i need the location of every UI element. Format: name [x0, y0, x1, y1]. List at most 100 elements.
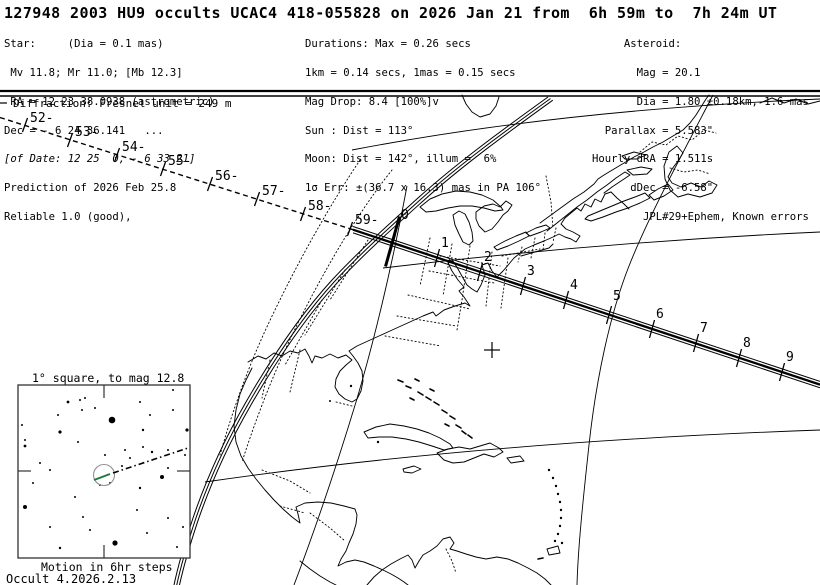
inset-stars: [21, 389, 189, 550]
field-star: [129, 457, 131, 459]
anticosti-island: [621, 151, 647, 160]
field-star: [58, 430, 62, 434]
field-star: [112, 540, 118, 546]
field-star: [57, 414, 59, 416]
field-star: [82, 516, 84, 518]
event-line: Sun : Dist = 113°: [305, 124, 414, 137]
field-star: [172, 389, 174, 391]
field-star: [142, 446, 144, 448]
field-star: [138, 486, 142, 490]
minute-tick: [66, 132, 74, 148]
pei: [626, 166, 653, 176]
field-star: [149, 414, 151, 416]
asteroid-line: Hourly dRA = 1.511s: [592, 153, 714, 166]
star-line: RA = 12 23 38.0938 (astrometric): [4, 95, 215, 108]
event-line: 1σ Err: ±(36.7 x 16.3) mas in PA 106°: [305, 182, 541, 195]
star-chart-inset: [17, 384, 191, 559]
new-england-coast: [518, 191, 612, 255]
field-star: [182, 526, 184, 528]
minute-tick: [253, 191, 261, 207]
small-islands: [329, 378, 564, 560]
minute-ticks: 52- 53- 54- 55- 56- 57- 58- 59- 0 1 2 3 4 5 6 7 8 9: [21, 111, 794, 382]
lake-ontario: [525, 224, 551, 237]
field-star: [79, 399, 81, 401]
cuba: [363, 423, 454, 451]
inset-border: [17, 384, 191, 559]
minute-tick: [476, 262, 484, 282]
nova-scotia: [584, 192, 651, 222]
inset-title: 1° square, to mag 12.8: [32, 371, 185, 385]
map-graticule: [204, 94, 820, 585]
event-line: Mag Drop: 8.4 [100%]v: [305, 95, 439, 108]
field-star: [94, 407, 96, 409]
field-star: [150, 450, 154, 454]
us-gulf-atlantic-coast: [247, 253, 520, 403]
path-approach-dashed: [0, 116, 354, 231]
star-line: Dec = - 6 24 36.141 ...: [4, 124, 164, 137]
minute-tick-label: 8: [743, 336, 751, 351]
star-line: Star: (Dia = 0.1 mas): [4, 38, 164, 51]
header-separator: [0, 89, 820, 104]
field-star: [160, 475, 164, 479]
asteroid-line: Mag = 20.1: [592, 66, 701, 79]
minute-tick-label: 0: [401, 208, 409, 223]
asteroid-line: Parallax = 5.583": [592, 124, 714, 137]
lake-erie: [493, 231, 530, 251]
terminator-limb: [173, 96, 554, 585]
minute-tick-label: 2: [484, 250, 492, 265]
minute-tick-label: 54-: [122, 140, 145, 155]
minute-tick: [206, 176, 214, 192]
field-star: [146, 532, 148, 534]
lake-michigan: [452, 210, 474, 246]
trinidad: [546, 545, 561, 556]
field-star: [121, 465, 123, 467]
minute-tick: [605, 305, 613, 325]
asteroid-line: JPL#29+Ephem, Known errors: [592, 210, 809, 223]
field-star: [185, 428, 189, 432]
minute-tick: [519, 276, 527, 296]
south-america-coast: [366, 536, 552, 585]
star-line-of-date: [of Date: 12 25 0, - 6 33 21]: [4, 153, 196, 166]
minute-tick-label: 56-: [215, 169, 238, 184]
asteroid-line: Asteroid:: [592, 38, 682, 51]
st-lawrence-north-shore: [539, 94, 710, 224]
minute-tick: [735, 348, 743, 368]
path-centerline: [352, 228, 820, 386]
hispaniola: [436, 442, 504, 464]
cape-breton: [648, 183, 674, 201]
asteroid-line: Dia = 1.80 ±0.18km, 1.6 mas: [592, 95, 809, 108]
event-line: 1km = 0.14 secs, 1mas = 0.15 secs: [305, 66, 516, 79]
field-star: [21, 424, 23, 426]
field-star: [49, 526, 51, 528]
newfoundland: [663, 145, 718, 198]
st-lawrence-south-shore: [546, 171, 631, 232]
field-star: [81, 409, 83, 411]
star-line: Prediction of 2026 Feb 25.8: [4, 182, 177, 195]
minute-tick: [159, 161, 167, 177]
field-star: [23, 505, 27, 509]
minute-tick: [21, 117, 29, 133]
inset-caption: Motion in 6hr steps: [41, 560, 173, 574]
path-north-limit: [352, 226, 820, 382]
field-star: [172, 409, 174, 411]
field-star: [32, 482, 34, 484]
field-star: [89, 529, 91, 531]
minute-tick: [648, 319, 656, 339]
meridian-line: [293, 185, 408, 585]
diffraction-note: Diffraction: Fresnel unit = 249 m: [13, 97, 232, 110]
field-star: [141, 428, 145, 432]
field-star: [139, 401, 141, 403]
star-line: Mv 11.8; Mr 11.0; [Mb 12.3]: [4, 66, 183, 79]
field-star: [136, 509, 138, 511]
minute-tick: [778, 362, 786, 382]
field-star: [74, 496, 76, 498]
minute-tick-label: 7: [700, 321, 708, 336]
minute-tick: [346, 221, 354, 237]
latitude-line: [204, 429, 820, 483]
star-details-block: Star: (Dia = 0.1 mas) Mv 11.8; Mr 11.0; …: [4, 21, 214, 242]
minute-tick-label: 57-: [262, 184, 285, 199]
occultation-path: 52- 53- 54- 55- 56- 57- 58- 59- 0 1 2 3 4 5 6 7 8 9: [0, 111, 820, 389]
minute-tick: [692, 333, 700, 353]
lake-huron: [475, 200, 513, 233]
